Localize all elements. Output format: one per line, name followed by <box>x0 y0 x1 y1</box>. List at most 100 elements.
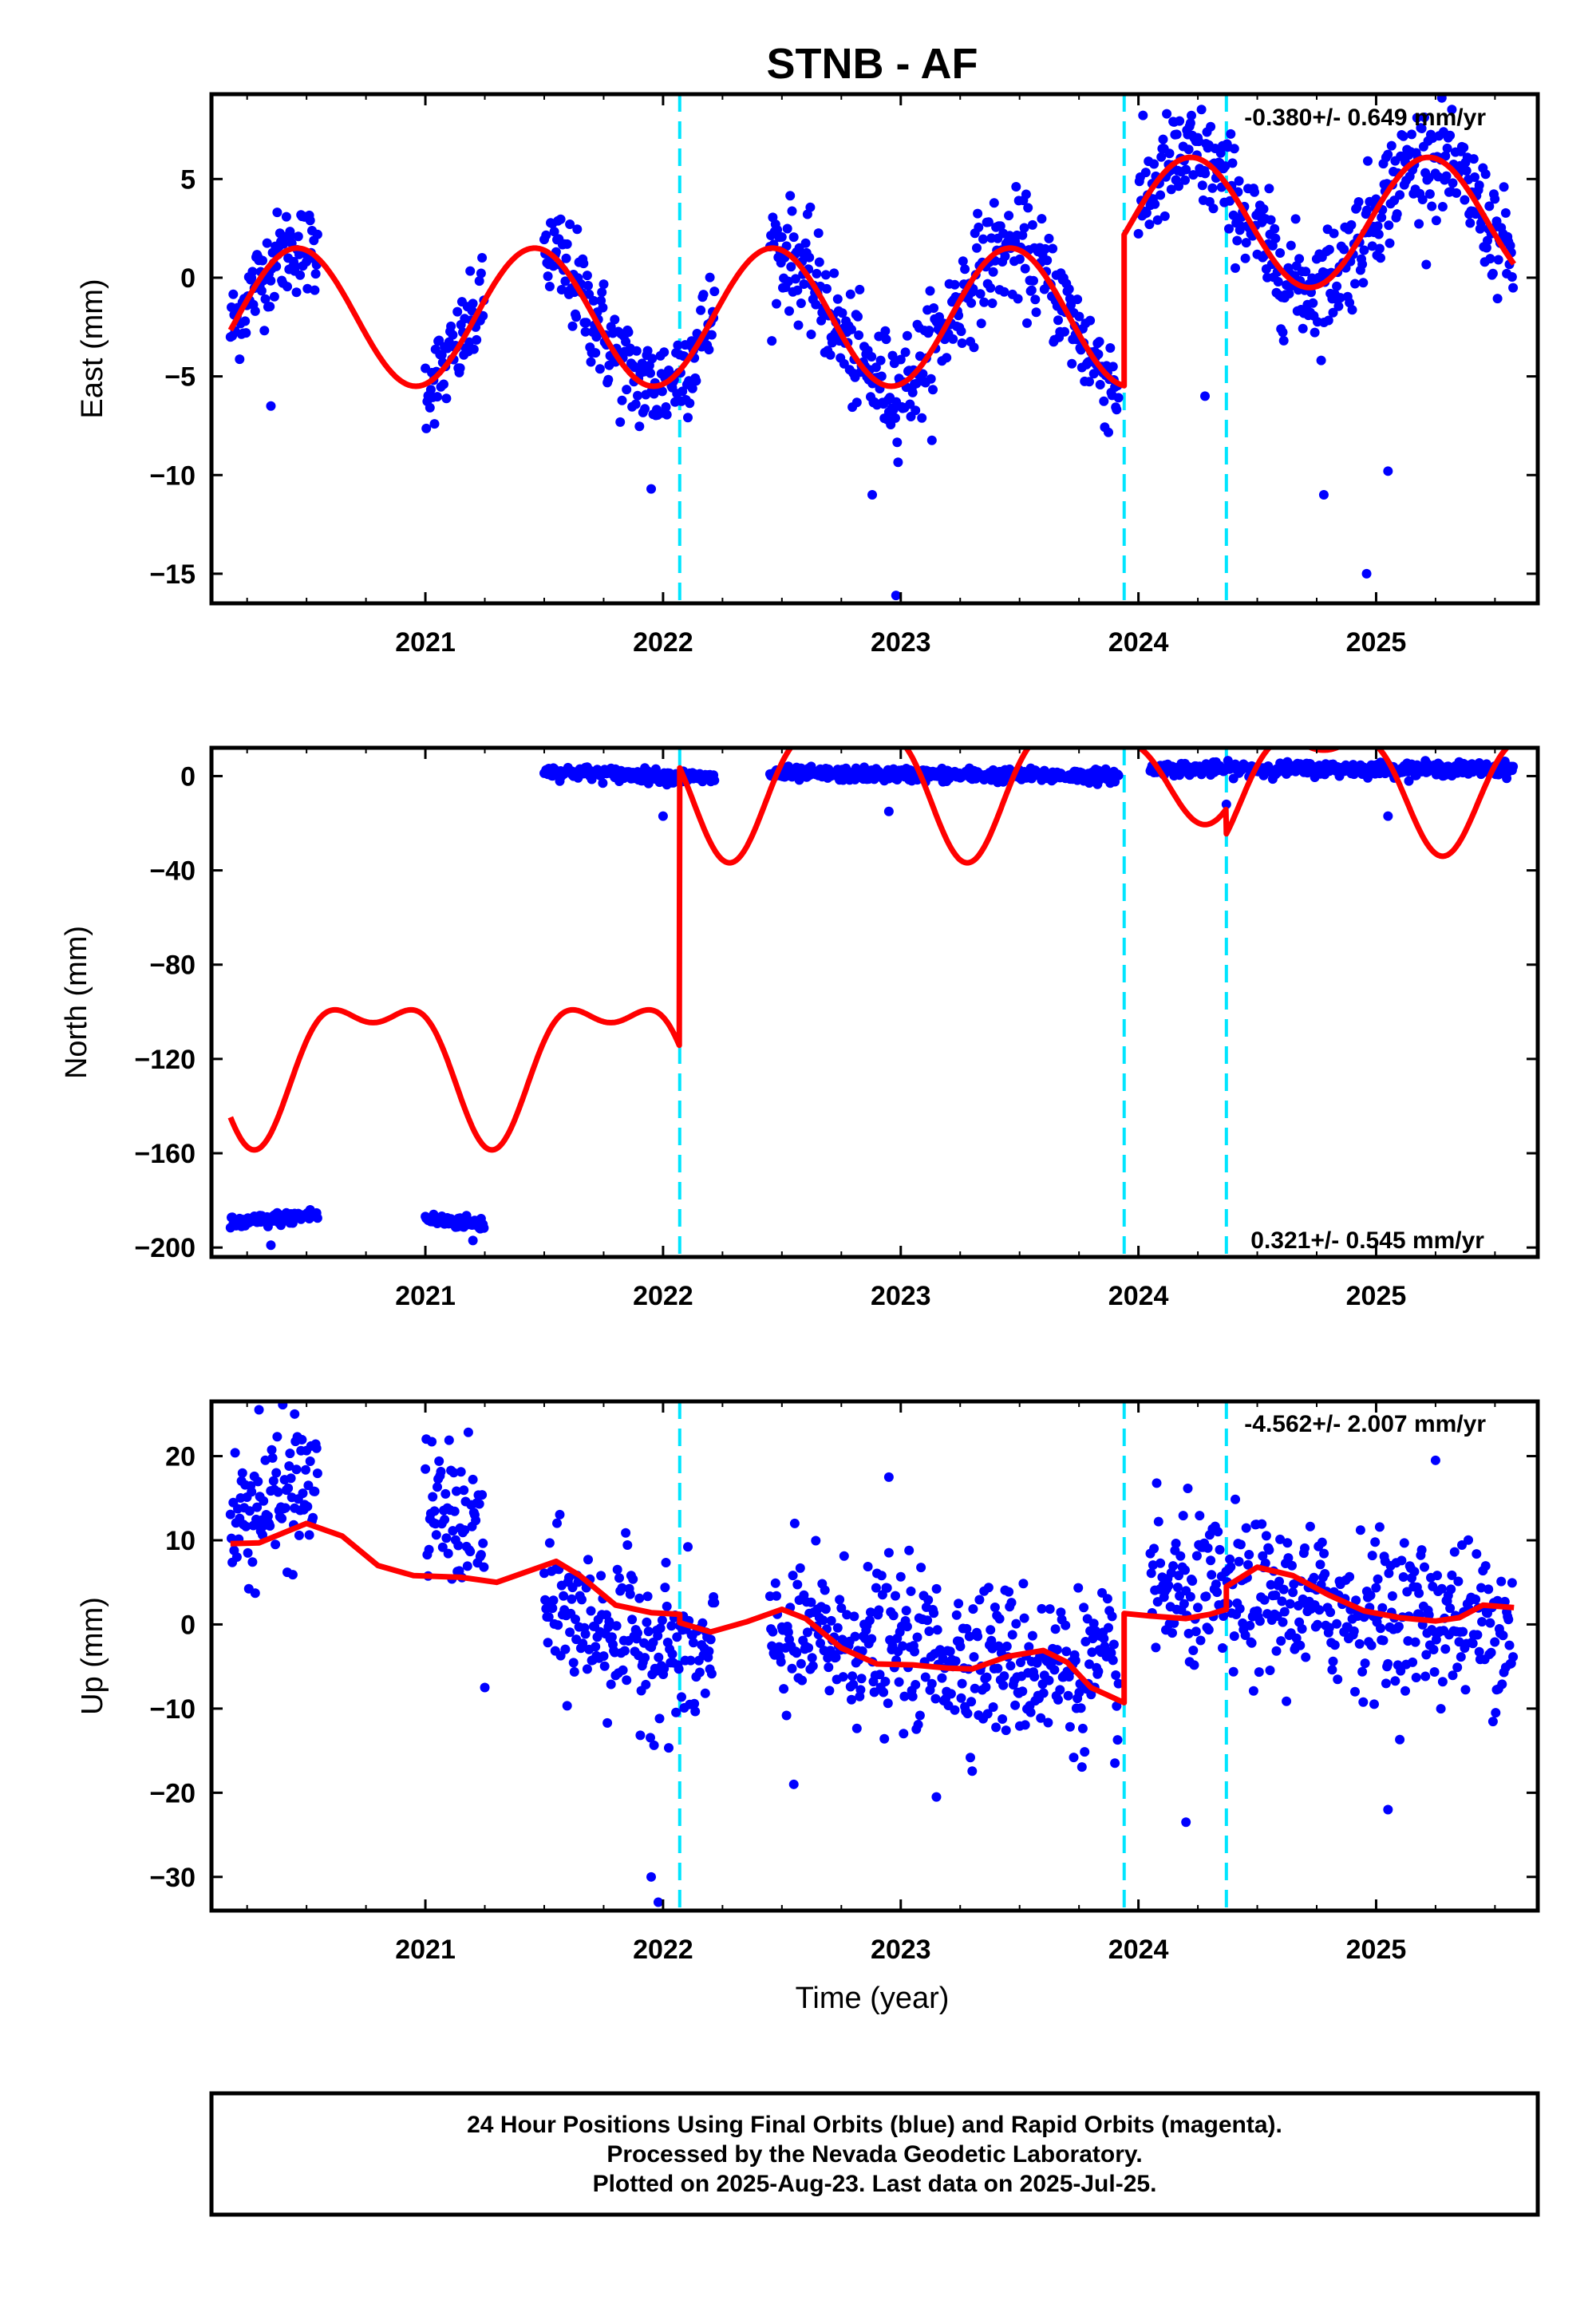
up-data-point <box>994 1614 1005 1624</box>
east-data-point <box>1226 128 1236 139</box>
up-data-point <box>946 1689 956 1699</box>
east-data-point <box>1487 268 1498 279</box>
up-data-point <box>1458 1626 1468 1637</box>
east-data-point <box>845 289 855 299</box>
up-data-point <box>1260 1558 1270 1568</box>
up-data-point <box>619 1646 630 1656</box>
up-data-point <box>1167 1628 1177 1638</box>
east-data-point <box>1140 168 1151 178</box>
up-data-point <box>1314 1605 1325 1615</box>
up-data-point <box>1080 1637 1091 1646</box>
up-data-point <box>642 1591 653 1602</box>
up-data-point <box>898 1641 908 1651</box>
east-data-point <box>1020 263 1030 274</box>
up-data-point <box>1367 1551 1377 1561</box>
east-data-point <box>772 298 781 309</box>
north-data-point <box>312 1213 322 1223</box>
up-data-point <box>1025 1707 1036 1717</box>
east-data-point <box>588 295 598 306</box>
up-data-point <box>915 1710 925 1721</box>
up-data-point <box>1420 1671 1431 1682</box>
east-data-point <box>582 271 592 281</box>
east-data-point <box>804 252 815 263</box>
up-data-point <box>1213 1527 1223 1537</box>
east-data-point <box>1507 272 1517 282</box>
up-data-point <box>1234 1556 1244 1567</box>
east-data-point <box>1158 134 1168 144</box>
up-data-point <box>856 1674 867 1684</box>
up-data-point <box>831 1652 841 1662</box>
up-data-point <box>564 1572 574 1583</box>
up-outlier-point <box>1430 1455 1440 1465</box>
up-data-point <box>888 1611 899 1621</box>
up-data-point <box>648 1638 658 1647</box>
up-data-point <box>1244 1550 1254 1559</box>
east-data-point <box>622 385 632 395</box>
east-data-point <box>452 306 463 317</box>
east-data-point <box>1241 238 1251 248</box>
east-data-point <box>1427 201 1437 211</box>
up-y-axis-label: Up (mm) <box>76 1597 109 1715</box>
east-data-point <box>1298 323 1308 334</box>
east-data-point <box>1328 307 1338 318</box>
up-data-point <box>916 1563 926 1573</box>
up-data-point <box>1050 1624 1061 1634</box>
east-data-point <box>446 321 456 331</box>
up-data-point <box>583 1555 593 1565</box>
up-data-point <box>1383 1658 1393 1669</box>
up-data-point <box>1106 1648 1116 1658</box>
east-data-point <box>1156 190 1166 200</box>
up-data-point <box>998 1714 1008 1724</box>
up-data-point <box>768 1626 778 1637</box>
up-data-point <box>1276 1636 1286 1646</box>
up-data-point <box>641 1679 651 1690</box>
north-model-curve <box>227 748 1511 1153</box>
up-data-point <box>838 1672 848 1682</box>
east-y-tick-label: −15 <box>149 559 196 590</box>
up-data-point <box>453 1540 464 1551</box>
up-data-point <box>1301 1652 1311 1662</box>
east-data-point <box>1064 284 1074 294</box>
up-data-point <box>1503 1614 1514 1625</box>
east-data-point <box>1133 228 1144 239</box>
up-data-point <box>443 1548 453 1559</box>
up-data-point <box>1333 1674 1343 1685</box>
up-data-point <box>962 1623 972 1634</box>
up-data-point <box>654 1713 665 1724</box>
up-data-point <box>931 1583 942 1594</box>
up-data-point <box>788 1571 798 1581</box>
up-data-point <box>871 1583 881 1593</box>
east-data-point <box>950 279 960 290</box>
east-data-point <box>1470 172 1479 182</box>
east-data-point <box>1465 218 1476 228</box>
east-data-point <box>999 287 1009 297</box>
up-data-point <box>694 1667 705 1678</box>
north-outlier-point <box>1383 811 1393 821</box>
up-data-point <box>436 1467 446 1476</box>
east-data-point <box>1037 214 1047 224</box>
east-data-point <box>1480 169 1491 180</box>
up-data-point <box>599 1661 610 1671</box>
up-data-point <box>1191 1626 1201 1637</box>
east-data-point <box>1234 176 1244 186</box>
east-data-point <box>805 202 816 212</box>
east-data-point <box>1275 248 1286 258</box>
up-data-point <box>982 1672 992 1682</box>
up-data-point <box>796 1658 806 1669</box>
up-data-point <box>1317 1537 1327 1547</box>
east-data-point <box>1183 144 1194 155</box>
up-data-point <box>1178 1511 1188 1521</box>
up-data-point <box>463 1427 473 1437</box>
up-data-point <box>1369 1699 1379 1709</box>
up-data-point <box>1174 1571 1183 1581</box>
east-data-point <box>792 285 803 295</box>
up-data-point <box>591 1642 601 1652</box>
up-data-point <box>1073 1583 1084 1593</box>
up-data-point <box>700 1688 710 1698</box>
east-data-point <box>1152 215 1163 225</box>
up-data-point <box>1490 1637 1500 1647</box>
up-data-point <box>1324 1622 1334 1633</box>
up-data-point <box>1055 1685 1065 1695</box>
up-data-point <box>783 1627 793 1638</box>
east-data-point <box>1323 315 1333 326</box>
